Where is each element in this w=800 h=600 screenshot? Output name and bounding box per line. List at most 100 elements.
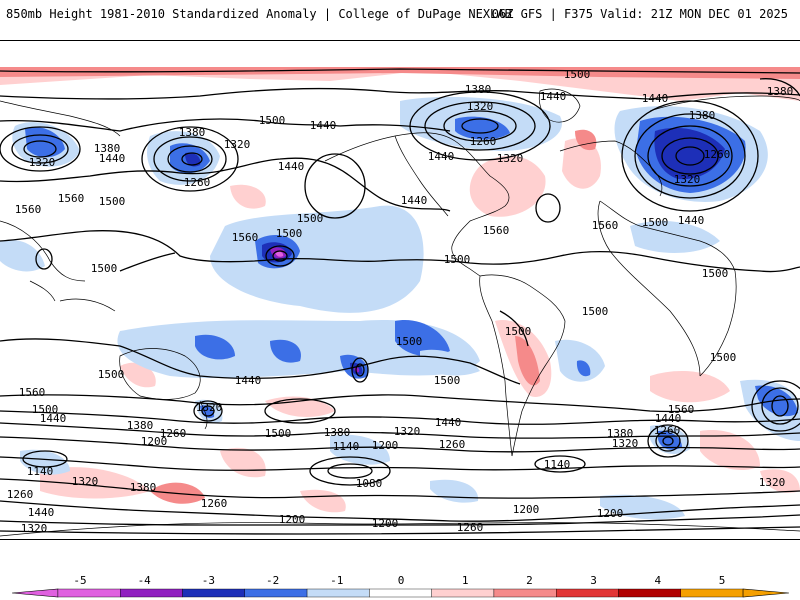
contour-label: 1440 [235, 374, 262, 387]
contour-label: 1140 [544, 458, 571, 471]
contour-label: 1500 [98, 368, 125, 381]
contour-label: 1560 [668, 403, 695, 416]
contour-label: 1440 [435, 416, 462, 429]
contour-label: 1080 [356, 477, 383, 490]
contour-label: 1320 [674, 173, 701, 186]
map-panel: 1500 1380 1440 1380 1320 1440 1500 1440 1380 1320… [0, 40, 800, 540]
colorbar-tick: 5 [719, 574, 726, 587]
contour-label: 1500 [444, 253, 471, 266]
contour-label: 1380 [179, 126, 206, 139]
colorbar-tick: -2 [266, 574, 279, 587]
contour-label: 1500 [297, 212, 324, 225]
coastlines [0, 88, 800, 537]
contour-label: 1440 [310, 119, 337, 132]
contour-label: 1440 [40, 412, 67, 425]
contour-label: 1440 [678, 214, 705, 227]
contour-label: 1320 [29, 156, 56, 169]
colorbar-tick: -5 [73, 574, 86, 587]
contour-label: 1260 [184, 176, 211, 189]
contour-label: 1380 [607, 427, 634, 440]
contour-label: 1320 [196, 401, 223, 414]
contour-label: 1560 [483, 224, 510, 237]
colorbar-segment [306, 588, 370, 598]
colorbar-tick: 1 [462, 574, 469, 587]
contour-label: 1500 [265, 427, 292, 440]
contour-label: 1260 [704, 148, 731, 161]
map-title: 850mb Height 1981-2010 Standardized Anom… [6, 7, 512, 21]
model-run-info: 06Z GFS | F375 Valid: 21Z MON DEC 01 202… [491, 7, 788, 21]
contour-label: 1440 [28, 506, 55, 519]
colorbar-segment [244, 588, 308, 598]
contour-label: 1380 [689, 109, 716, 122]
colorbar-segment [182, 588, 245, 598]
contour-label: 1440 [428, 150, 455, 163]
colorbar-tick: 0 [398, 574, 405, 587]
contour-label: 1380 [130, 481, 157, 494]
contour-label: 1500 [582, 305, 609, 318]
colorbar-tick: -4 [138, 574, 152, 587]
contour-label: 1380 [324, 426, 351, 439]
contour-label: 1380 [127, 419, 154, 432]
contour-label: 1440 [642, 92, 669, 105]
contour-label: 1560 [15, 203, 42, 216]
contour-label: 1440 [401, 194, 428, 207]
colorbar-segment [742, 588, 790, 598]
colorbar-segment [120, 588, 183, 598]
contour-label: 1380 [94, 142, 121, 155]
colorbar-tick: 3 [590, 574, 597, 587]
contour-label: 1500 [505, 325, 532, 338]
colorbar-segment [493, 588, 557, 598]
contour-label: 1140 [333, 440, 360, 453]
contour-label: 1320 [72, 475, 99, 488]
contour-label: 1260 [654, 424, 681, 437]
contour-label: 1320 [759, 476, 786, 489]
contour-label: 1500 [99, 195, 126, 208]
colorbar-segment [556, 588, 619, 598]
contour-label: 1440 [99, 152, 126, 165]
colorbar: -5 -4 -3 -2 -1 0 1 2 3 4 5 [11, 574, 790, 598]
colorbar-segment [618, 588, 681, 598]
colorbar-segment [369, 588, 432, 598]
contour-label: 1500 [564, 68, 591, 81]
colorbar-tick: 2 [526, 574, 533, 587]
colorbar-segment [680, 588, 744, 598]
contour-label: 1380 [465, 83, 492, 96]
contour-label: 1320 [224, 138, 251, 151]
contour-label: 1260 [457, 521, 484, 534]
height-contours [0, 68, 800, 535]
contour-label: 1260 [439, 438, 466, 451]
contour-label: 1500 [434, 374, 461, 387]
contour-label: 1260 [160, 427, 187, 440]
contour-label: 1140 [27, 465, 54, 478]
contour-label: 1260 [201, 497, 228, 510]
contour-label: 1260 [7, 488, 34, 501]
contour-label: 1560 [58, 192, 85, 205]
contour-label: 1200 [141, 435, 168, 448]
contour-label: 1260 [470, 135, 497, 148]
contour-label: 1500 [702, 267, 729, 280]
colorbar-tick: -3 [202, 574, 215, 587]
contour-label: 1500 [276, 227, 303, 240]
contour-label: 1500 [259, 114, 286, 127]
contour-label: 1200 [279, 513, 306, 526]
contour-label: 1200 [597, 507, 624, 520]
contour-label: 1320 [394, 425, 421, 438]
contour-label: 1500 [710, 351, 737, 364]
contour-label: 1200 [372, 517, 399, 530]
contour-label: 1320 [21, 522, 48, 535]
contour-label: 1440 [655, 412, 682, 425]
contour-label: 1200 [372, 439, 399, 452]
colorbar-segment [57, 588, 121, 598]
contour-label: 1200 [513, 503, 540, 516]
header: 850mb Height 1981-2010 Standardized Anom… [0, 0, 800, 30]
colorbar-segments [11, 588, 790, 598]
contour-label: 1320 [612, 437, 639, 450]
contour-label: 1440 [278, 160, 305, 173]
contour-label: 1320 [497, 152, 524, 165]
contour-label: 1440 [540, 90, 567, 103]
contour-label: 1500 [642, 216, 669, 229]
contour-label: 1560 [19, 386, 46, 399]
colorbar-segment [11, 588, 59, 598]
contour-label: 1380 [767, 85, 794, 98]
